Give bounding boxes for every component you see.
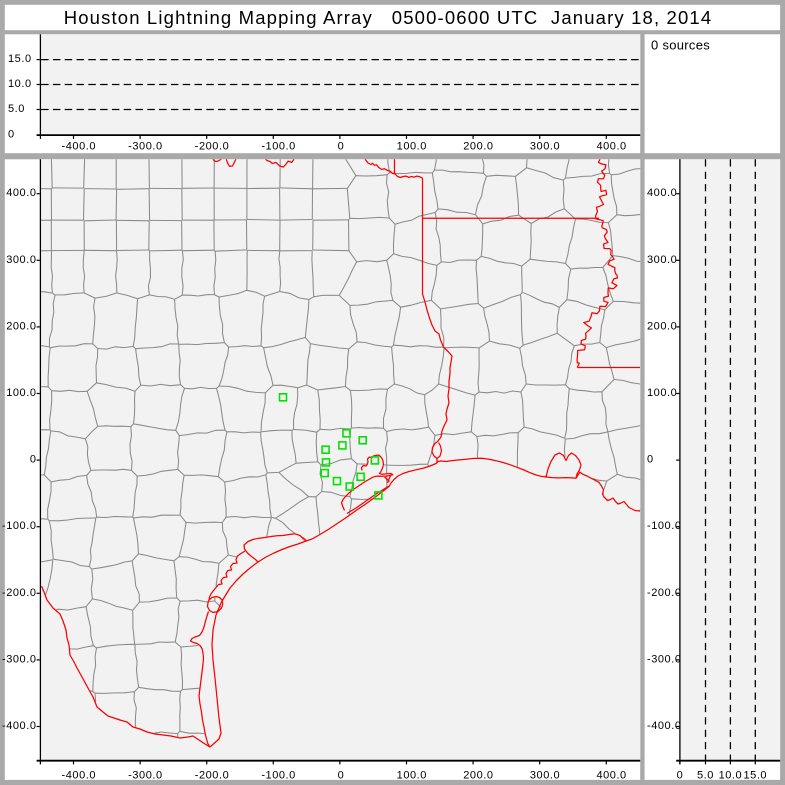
svg-text:-100.0: -100.0 [261,769,296,781]
svg-text:300.0: 300.0 [530,769,560,781]
svg-text:100.0: 100.0 [397,141,427,153]
svg-text:-300.0: -300.0 [128,769,163,781]
svg-text:-300.0: -300.0 [128,141,163,153]
svg-text:400.0: 400.0 [596,769,626,781]
svg-text:-100.0: -100.0 [2,520,37,532]
svg-text:0: 0 [8,128,15,140]
svg-text:100.0: 100.0 [647,387,677,399]
svg-text:0: 0 [30,454,37,466]
svg-text:0: 0 [647,454,654,466]
svg-text:-100.0: -100.0 [261,141,296,153]
svg-text:300.0: 300.0 [530,141,560,153]
svg-text:10.0: 10.0 [8,78,32,90]
svg-text:400.0: 400.0 [647,187,677,199]
svg-text:100.0: 100.0 [397,769,427,781]
svg-text:-400.0: -400.0 [62,769,97,781]
svg-text:300.0: 300.0 [647,254,677,266]
svg-text:-300.0: -300.0 [2,653,37,665]
svg-text:-200.0: -200.0 [195,141,230,153]
svg-text:15.0: 15.0 [743,769,767,781]
svg-text:-200.0: -200.0 [2,587,37,599]
svg-text:0 sources: 0 sources [651,38,710,53]
svg-text:200.0: 200.0 [463,769,493,781]
svg-text:300.0: 300.0 [6,254,36,266]
svg-text:-400.0: -400.0 [2,720,37,732]
svg-text:200.0: 200.0 [463,141,493,153]
svg-text:10.0: 10.0 [719,769,743,781]
svg-text:400.0: 400.0 [6,187,36,199]
svg-text:5.0: 5.0 [8,103,25,115]
svg-text:-400.0: -400.0 [62,141,97,153]
svg-text:0: 0 [677,769,684,781]
svg-text:200.0: 200.0 [6,320,36,332]
svg-text:Houston Lightning Mapping Arra: Houston Lightning Mapping Array 0500-060… [64,7,713,28]
svg-text:5.0: 5.0 [697,769,714,781]
svg-text:-400.0: -400.0 [647,720,682,732]
svg-text:-300.0: -300.0 [647,653,682,665]
svg-text:100.0: 100.0 [6,387,36,399]
svg-text:200.0: 200.0 [647,320,677,332]
svg-text:0: 0 [338,141,345,153]
svg-text:-100.0: -100.0 [647,520,682,532]
svg-text:-200.0: -200.0 [647,587,682,599]
svg-text:0: 0 [338,769,345,781]
svg-text:400.0: 400.0 [596,141,626,153]
svg-text:-200.0: -200.0 [195,769,230,781]
svg-text:15.0: 15.0 [8,53,32,65]
